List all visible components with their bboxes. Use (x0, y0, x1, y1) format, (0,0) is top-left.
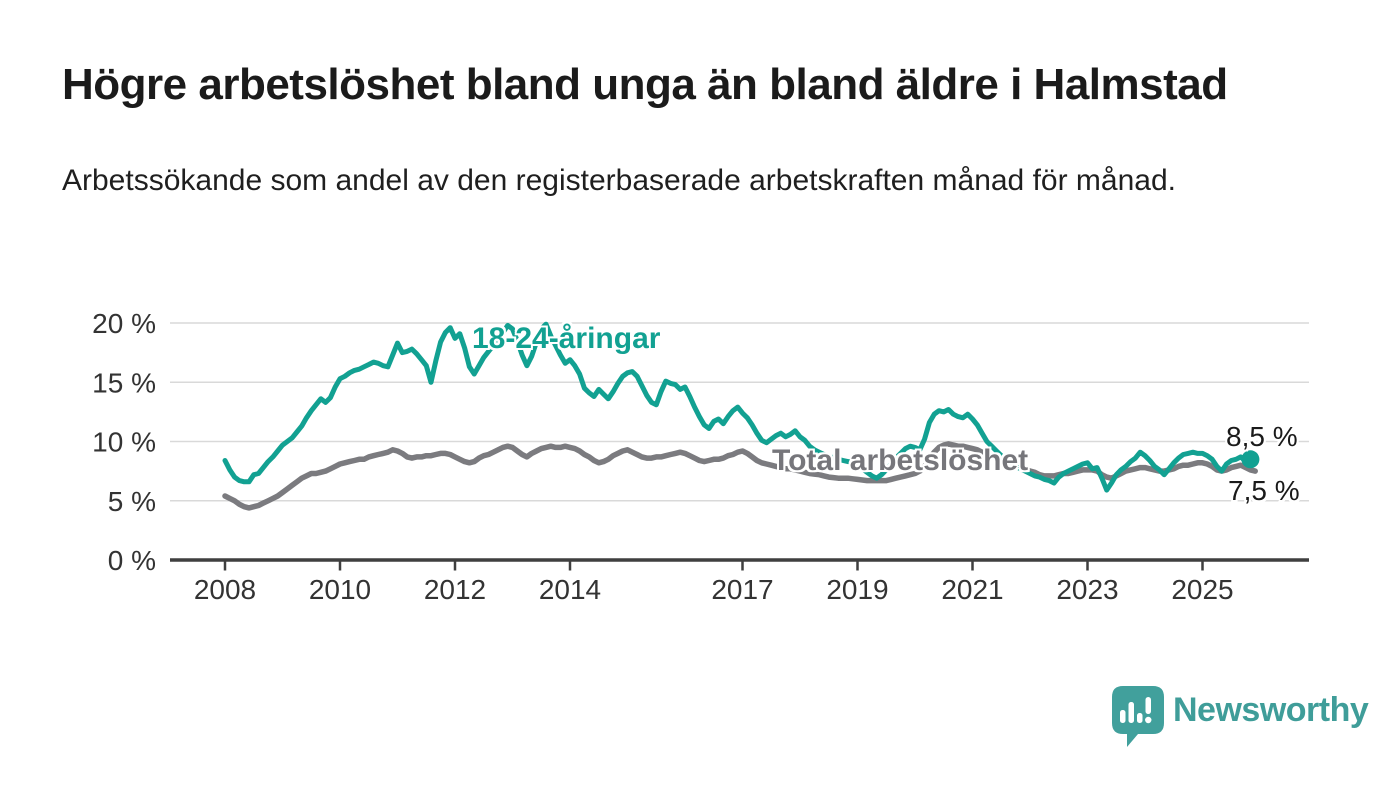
series-line-total (222, 441, 1258, 511)
newsworthy-wordmark: Newsworthy (1173, 691, 1369, 729)
end-value-label-total: 7,5 % (1228, 475, 1300, 506)
y-axis-label: 10 % (92, 427, 156, 458)
series-label-young: 18-24-åringar (472, 322, 661, 355)
y-axis-label: 15 % (92, 367, 156, 398)
x-axis-label: 2014 (539, 574, 601, 605)
x-axis-label: 2012 (424, 574, 486, 605)
x-axis-label: 2023 (1056, 574, 1118, 605)
newsworthy-logo: Newsworthy (1112, 686, 1369, 748)
series-end-dot (1241, 450, 1260, 469)
x-axis-label: 2019 (826, 574, 888, 605)
y-axis-label: 0 % (108, 545, 156, 576)
page-title: Högre arbetslöshet bland unga än bland ä… (62, 60, 1228, 109)
x-axis-label: 2017 (711, 574, 773, 605)
y-axis-label: 5 % (108, 486, 156, 517)
x-axis-label: 2008 (194, 574, 256, 605)
end-value-label-young: 8,5 % (1226, 421, 1298, 452)
x-axis-label: 2010 (309, 574, 371, 605)
page-subtitle: Arbetssökande som andel av den registerb… (62, 164, 1176, 197)
x-axis-label: 2021 (941, 574, 1003, 605)
series-label-total: Total arbetslöshet (772, 444, 1029, 477)
newsworthy-logo-icon (1112, 686, 1164, 747)
y-axis-label: 20 % (92, 308, 156, 339)
x-axis-label: 2025 (1171, 574, 1233, 605)
series-line-young (222, 321, 1253, 493)
